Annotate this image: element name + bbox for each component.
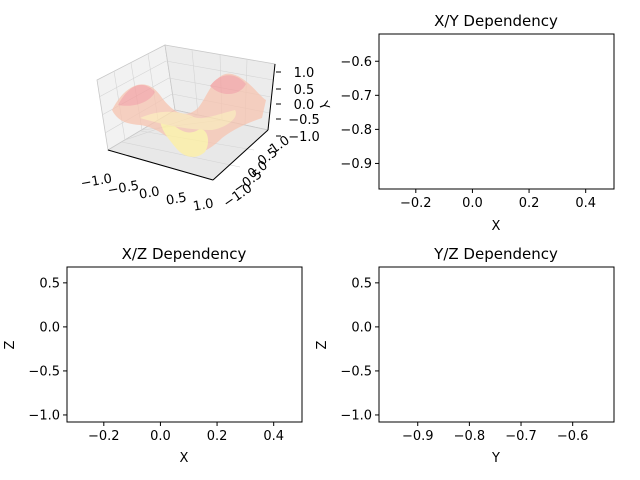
- x-3d-tick-label: −0.5: [107, 178, 141, 198]
- y-tick-label: 0.5: [351, 276, 372, 291]
- x-3d-tick-label: 1.0: [192, 196, 215, 214]
- x-3d-tick-label: 0.0: [138, 184, 161, 202]
- x-tick-label: −0.2: [88, 429, 120, 444]
- yz-plot-title: Y/Z Dependency: [433, 245, 558, 263]
- surface-peak-right: [210, 75, 246, 95]
- surface-mid: [140, 110, 236, 130]
- surface-3d-plot: −1.0−0.50.0 0.5 1.0 −1.0−0.50.00.51.0 1.00…: [80, 44, 332, 215]
- y-tick-label: −0.8: [340, 123, 372, 138]
- yz-dependency-plot: Y/Z Dependency −0.9 −0.8 −0.7 −0.6 0.5 0.0 −0…: [315, 245, 615, 466]
- x-tick-label: 0.0: [462, 196, 483, 211]
- z-3d-tick-label: 0.0: [294, 98, 315, 113]
- xz-plot-area: [66, 266, 303, 423]
- xz-plot-title: X/Z Dependency: [122, 245, 247, 263]
- y-tick-label: −0.5: [340, 364, 372, 379]
- yz-plot-area: [378, 266, 615, 423]
- y-tick-label: 0.0: [351, 320, 372, 335]
- xy-y-ticks: −0.6 −0.7 −0.8 −0.9: [340, 55, 379, 172]
- z-3d-tick-label: 1.0: [294, 66, 315, 81]
- xy-x-ticks: −0.2 0.0 0.2 0.4: [400, 189, 596, 211]
- x-3d-tick-label: −1.0: [80, 171, 114, 191]
- xy-dependency-plot: X/Y Dependency −0.2 0.0 0.2 0.4 −0.6−0.7−0.…: [340, 12, 615, 234]
- surface-peak-left: [118, 84, 155, 106]
- y-tick-label: −1.0: [340, 408, 372, 423]
- x-tick-label: −0.6: [557, 429, 589, 444]
- xz-dependency-plot: X/Z Dependency −0.2 0.0 0.2 0.4 0.5 0.0 −0.5 −…: [3, 245, 303, 466]
- yz-y-axis-label: Z: [315, 340, 330, 349]
- xy-x-axis-label: X: [492, 219, 501, 234]
- y-tick-label: 0.5: [39, 276, 60, 291]
- x-tick-label: 0.2: [207, 429, 228, 444]
- x-tick-label: 0.4: [575, 196, 596, 211]
- xz-x-ticks: −0.2 0.0 0.2 0.4: [88, 422, 284, 444]
- y-tick-label: −1.0: [28, 408, 60, 423]
- x-tick-label: −0.7: [505, 429, 537, 444]
- z-axis-3d-ticks: 1.0 0.50.0−0.5 −1.0: [276, 66, 320, 145]
- z-3d-tick-label: 0.5: [294, 83, 315, 98]
- yz-y-ticks: 0.5 0.0 −0.5 −1.0: [340, 276, 379, 423]
- x-tick-label: −0.8: [454, 429, 486, 444]
- y-tick-label: −0.5: [28, 364, 60, 379]
- y-tick-label: 0.0: [39, 320, 60, 335]
- xy-plot-area: [378, 33, 615, 190]
- yz-x-ticks: −0.9 −0.8 −0.7 −0.6: [402, 422, 589, 444]
- xz-y-axis-label: Z: [3, 340, 18, 349]
- surface: [112, 73, 266, 157]
- x-tick-label: −0.2: [400, 196, 432, 211]
- xy-plot-title: X/Y Dependency: [434, 12, 558, 30]
- y-tick-label: −0.9: [340, 157, 372, 172]
- x-tick-label: 0.2: [519, 196, 540, 211]
- x-axis-3d-ticks: −1.0−0.50.0 0.5 1.0: [80, 171, 215, 214]
- yz-x-axis-label: Y: [491, 451, 500, 466]
- xz-x-axis-label: X: [180, 451, 189, 466]
- x-tick-label: 0.0: [150, 429, 171, 444]
- surface-valley: [159, 112, 209, 157]
- y-axis-3d-label: Y: [315, 99, 332, 113]
- z-3d-tick-label: −0.5: [288, 113, 320, 128]
- x-tick-label: −0.9: [402, 429, 434, 444]
- z-3d-tick-label: −1.0: [288, 130, 320, 145]
- x-3d-tick-label: 0.5: [165, 190, 188, 208]
- y-tick-label: −0.6: [340, 55, 372, 70]
- xz-y-ticks: 0.5 0.0 −0.5 −1.0: [28, 276, 67, 423]
- y-tick-label: −0.7: [340, 89, 372, 104]
- x-tick-label: 0.4: [263, 429, 284, 444]
